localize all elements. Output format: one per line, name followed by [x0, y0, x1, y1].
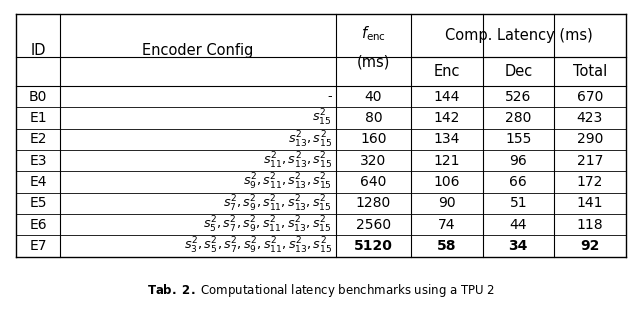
Text: 66: 66: [509, 175, 527, 189]
Text: 34: 34: [509, 239, 528, 253]
Text: 1280: 1280: [356, 197, 391, 211]
Text: 51: 51: [509, 197, 527, 211]
Text: $s^{2}_{13}, s^{2}_{15}$: $s^{2}_{13}, s^{2}_{15}$: [287, 130, 332, 150]
Text: $f_\mathrm{enc}$: $f_\mathrm{enc}$: [361, 24, 386, 43]
Text: $s^{2}_{3}, s^{2}_{5}, s^{2}_{7}, s^{2}_{9}, s^{2}_{11}, s^{2}_{13}, s^{2}_{15}$: $s^{2}_{3}, s^{2}_{5}, s^{2}_{7}, s^{2}_…: [184, 236, 332, 256]
Text: 141: 141: [577, 197, 603, 211]
Text: 670: 670: [577, 90, 603, 104]
Text: 5120: 5120: [354, 239, 393, 253]
Text: $s^{2}_{7}, s^{2}_{9}, s^{2}_{11}, s^{2}_{13}, s^{2}_{15}$: $s^{2}_{7}, s^{2}_{9}, s^{2}_{11}, s^{2}…: [223, 193, 332, 213]
Text: 58: 58: [437, 239, 457, 253]
Text: $\mathbf{Tab.\ 2.}$ Computational latency benchmarks using a TPU 2: $\mathbf{Tab.\ 2.}$ Computational latenc…: [147, 282, 495, 299]
Text: Encoder Config: Encoder Config: [142, 43, 253, 58]
Text: 121: 121: [434, 154, 460, 168]
Text: 90: 90: [438, 197, 456, 211]
Text: 526: 526: [505, 90, 531, 104]
Text: E3: E3: [29, 154, 47, 168]
Text: 44: 44: [509, 218, 527, 232]
Text: E6: E6: [29, 218, 47, 232]
Text: Enc: Enc: [434, 64, 460, 79]
Text: 172: 172: [577, 175, 603, 189]
Text: Total: Total: [573, 64, 607, 79]
Text: 423: 423: [577, 111, 603, 125]
Text: E4: E4: [29, 175, 47, 189]
Text: 80: 80: [365, 111, 382, 125]
Text: B0: B0: [29, 90, 47, 104]
Text: $s^{2}_{9}, s^{2}_{11}, s^{2}_{13}, s^{2}_{15}$: $s^{2}_{9}, s^{2}_{11}, s^{2}_{13}, s^{2…: [243, 172, 332, 192]
Text: $s^{2}_{5}, s^{2}_{7}, s^{2}_{9}, s^{2}_{11}, s^{2}_{13}, s^{2}_{15}$: $s^{2}_{5}, s^{2}_{7}, s^{2}_{9}, s^{2}_…: [204, 215, 332, 235]
Text: 40: 40: [365, 90, 382, 104]
Text: E7: E7: [29, 239, 47, 253]
Text: 320: 320: [360, 154, 387, 168]
Text: $s^{2}_{11}, s^{2}_{13}, s^{2}_{15}$: $s^{2}_{11}, s^{2}_{13}, s^{2}_{15}$: [262, 151, 332, 171]
Text: $s^{2}_{15}$: $s^{2}_{15}$: [312, 108, 332, 128]
Text: (ms): (ms): [356, 54, 390, 69]
Text: E1: E1: [29, 111, 47, 125]
Text: E2: E2: [29, 132, 47, 146]
Text: 280: 280: [505, 111, 531, 125]
Text: 92: 92: [580, 239, 600, 253]
Text: 155: 155: [505, 132, 531, 146]
Text: 2560: 2560: [356, 218, 391, 232]
Text: Dec: Dec: [504, 64, 532, 79]
Text: 74: 74: [438, 218, 456, 232]
Text: 217: 217: [577, 154, 603, 168]
Text: 640: 640: [360, 175, 387, 189]
Text: 134: 134: [434, 132, 460, 146]
Text: -: -: [327, 90, 332, 103]
Text: 118: 118: [577, 218, 604, 232]
Text: 160: 160: [360, 132, 387, 146]
Text: E5: E5: [29, 197, 47, 211]
Text: 96: 96: [509, 154, 527, 168]
Text: Comp. Latency (ms): Comp. Latency (ms): [445, 28, 593, 43]
Text: 144: 144: [434, 90, 460, 104]
Text: 106: 106: [434, 175, 460, 189]
Text: ID: ID: [30, 43, 45, 58]
Text: 290: 290: [577, 132, 603, 146]
Text: 142: 142: [434, 111, 460, 125]
